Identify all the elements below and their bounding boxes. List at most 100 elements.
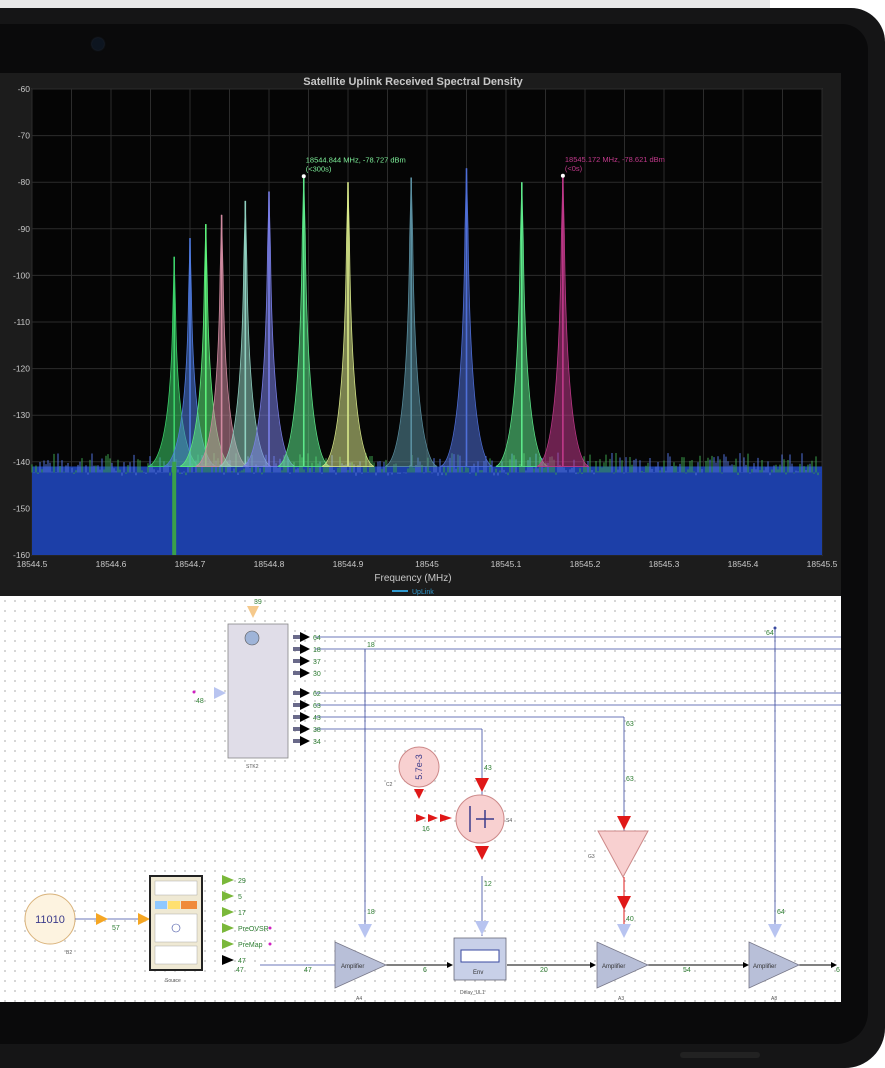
- marker-label-2: 18545.172 MHz, -78.621 dBm: [565, 155, 665, 164]
- x-tick-label: 18545: [415, 559, 439, 569]
- amp-to-amp-label: 54: [683, 967, 691, 974]
- tablet-screen: 18544.844 MHz, -78.727 dBm (<300s) 18545.1…: [0, 73, 841, 1002]
- delay-label: Env: [473, 970, 483, 976]
- y-tick-label: -160: [13, 550, 30, 560]
- marker-sublabel-2: (<0s): [565, 164, 583, 173]
- source-out-arrow[interactable]: [222, 955, 234, 965]
- stk-out-label: 37: [313, 659, 321, 666]
- stk-out-arrow[interactable]: [300, 700, 310, 710]
- stk-name: STK2: [246, 764, 259, 770]
- y-tick-label: -110: [14, 317, 31, 327]
- chart-title: Satellite Uplink Received Spectral Densi…: [303, 76, 523, 88]
- source-chip-1: [155, 901, 167, 909]
- stk-port: [293, 635, 305, 639]
- x-tick-label: 18544.5: [17, 559, 48, 569]
- stk-out-label: 18: [313, 647, 321, 654]
- delay-in-arrow: [475, 921, 489, 935]
- stk-port: [293, 727, 305, 731]
- constant-arrow: [414, 789, 424, 799]
- source-mixer-icon: [171, 923, 181, 933]
- stk-out-arrow[interactable]: [300, 644, 310, 654]
- source-chip-3: [181, 901, 197, 909]
- amp-to-delay-label: 6: [423, 967, 427, 974]
- stk-out-arrow[interactable]: [300, 668, 310, 678]
- stk-out-arrow[interactable]: [300, 656, 310, 666]
- source-out-arrow[interactable]: [222, 923, 234, 933]
- y-tick-label: -60: [18, 84, 31, 94]
- stk-out-arrow[interactable]: [300, 724, 310, 734]
- amplifier-a3-label: Amplifier: [602, 964, 625, 970]
- adder-out-arrow: [475, 846, 489, 860]
- spectral-peaks: [31, 168, 821, 555]
- src-out-label: 47: [236, 967, 244, 974]
- constant-block[interactable]: [398, 746, 440, 788]
- amp-a3-in-arrow: [617, 924, 631, 938]
- marker-dot-2[interactable]: [560, 173, 565, 178]
- constant-value: 5.7e-3: [414, 754, 424, 780]
- adder-name: S4: [506, 818, 512, 824]
- last-out-label: 6: [836, 967, 840, 974]
- stk-port: [293, 691, 305, 695]
- y-axis-ticks: -60 -70 -80 -90 -100 -110 -120 -130 -140 -150 -160: [13, 84, 30, 560]
- bits-name: B2: [66, 950, 72, 956]
- gain-block[interactable]: [597, 830, 649, 879]
- x-tick-label: 18544.6: [96, 559, 127, 569]
- stk-top-label: 39: [254, 599, 262, 606]
- legend-label: UpLink: [412, 589, 434, 596]
- stk-outputs: 64 18 37 30 62 63 43 38 34: [293, 632, 321, 746]
- source-chip-2: [168, 901, 180, 909]
- y-tick-label: -120: [13, 364, 30, 374]
- source-out-arrow[interactable]: [222, 907, 234, 917]
- adder-out-label: 12: [484, 881, 492, 888]
- stk-out-arrow[interactable]: [300, 688, 310, 698]
- source-out-arrow[interactable]: [222, 939, 234, 949]
- const-out-label: 16: [422, 826, 430, 833]
- adder-in-arrow: [475, 778, 489, 792]
- stk-out-arrow[interactable]: [300, 632, 310, 642]
- amplifier-a8-name: A8: [771, 996, 777, 1002]
- source-out-label: PreMap: [238, 942, 263, 949]
- gain-in-arrow: [617, 816, 631, 830]
- amplifier-a3[interactable]: [596, 941, 649, 989]
- marker-dot-1[interactable]: [301, 174, 306, 179]
- stk-block[interactable]: [227, 623, 289, 759]
- source-footer: [154, 945, 198, 965]
- amp-a8-in-label: 64: [777, 909, 785, 916]
- stk-input-node: [192, 690, 196, 694]
- schematic-canvas[interactable]: 39 48 STK2 64 18 37 30 62 63 43 38 34 5.7e-3 C2 …: [0, 596, 841, 1002]
- stk-input-port[interactable]: [214, 687, 226, 699]
- source-outputs: 29 5 17 PreOVSR PreMap 47: [222, 875, 272, 965]
- marker-sublabel-1: (<300s): [306, 164, 332, 173]
- y-tick-label: -70: [18, 131, 31, 141]
- wires: [260, 628, 841, 966]
- spectrum-chart: 18544.844 MHz, -78.727 dBm(<300s) 18545.1…: [0, 73, 841, 596]
- gain-out-label: 40: [626, 916, 634, 923]
- bits-arrow: [96, 913, 108, 925]
- stk-out-label: 43: [313, 715, 321, 722]
- stk-out-arrow[interactable]: [300, 712, 310, 722]
- amplifier-a8-label: Amplifier: [753, 964, 776, 970]
- wire-18-label: 18: [367, 642, 375, 649]
- amplifier-a4-label: Amplifier: [341, 964, 364, 970]
- amplifier-a4[interactable]: [334, 941, 387, 989]
- x-tick-label: 18545.5: [807, 559, 838, 569]
- x-tick-label: 18545.2: [570, 559, 601, 569]
- source-out-node: [268, 942, 272, 946]
- source-out-arrow[interactable]: [222, 891, 234, 901]
- gain-in-label: 63: [626, 721, 634, 728]
- stk-input-label: 48: [196, 698, 204, 705]
- source-in-arrow: [138, 913, 150, 925]
- source-out-label: 29: [238, 878, 246, 885]
- source-out-arrow[interactable]: [222, 875, 234, 885]
- stk-out-label: 34: [313, 739, 321, 746]
- stk-out-label: 64: [313, 635, 321, 642]
- x-tick-label: 18545.1: [491, 559, 522, 569]
- top-right-label: 64: [766, 630, 774, 637]
- amplifier-a8[interactable]: [748, 941, 800, 989]
- stk-out-arrow[interactable]: [300, 736, 310, 746]
- stk-out-label: 30: [313, 671, 321, 678]
- constant-arrow-3: [428, 814, 438, 822]
- stk-out-label: 38: [313, 727, 321, 734]
- constant-arrow-2: [416, 814, 426, 822]
